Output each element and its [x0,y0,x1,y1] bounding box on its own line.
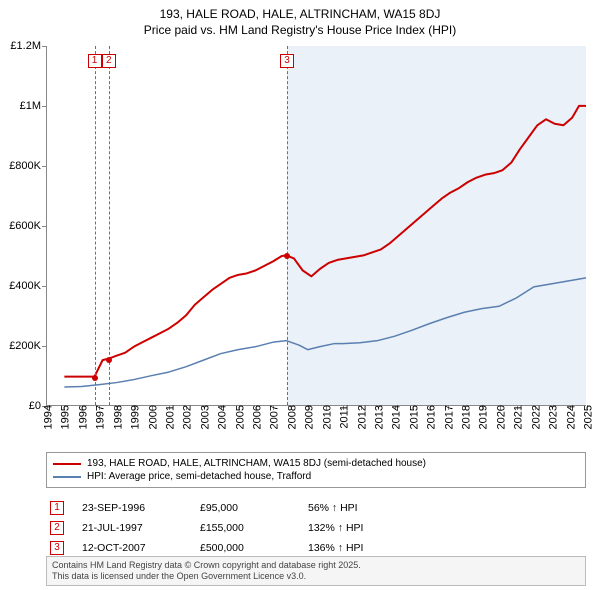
legend-swatch [53,463,81,465]
event-pct: 136% ↑ HPI [308,542,363,554]
event-marker-box: 3 [280,54,294,68]
x-tick-label: 2007 [266,405,281,429]
y-tick-mark [42,346,47,347]
legend-item-price-paid: 193, HALE ROAD, HALE, ALTRINCHAM, WA15 8… [53,457,579,470]
y-tick-mark [42,166,47,167]
event-vline [287,46,288,405]
events-table: 1 23-SEP-1996 £95,000 56% ↑ HPI 2 21-JUL… [46,498,586,558]
x-tick-label: 1996 [74,405,89,429]
legend-box: 193, HALE ROAD, HALE, ALTRINCHAM, WA15 8… [46,452,586,488]
x-tick-label: 2001 [161,405,176,429]
chart-container: 193, HALE ROAD, HALE, ALTRINCHAM, WA15 8… [0,0,600,590]
y-tick-label: £1.2M [10,40,41,52]
x-tick-label: 2003 [196,405,211,429]
x-tick-label: 2013 [370,405,385,429]
legend-item-hpi: HPI: Average price, semi-detached house,… [53,470,579,483]
x-tick-label: 2008 [283,405,298,429]
event-marker-icon: 2 [50,521,64,535]
x-tick-label: 2006 [249,405,264,429]
event-dot [92,375,98,381]
footnote-line: Contains HM Land Registry data © Crown c… [52,560,580,571]
x-tick-label: 2024 [562,405,577,429]
event-dot [106,357,112,363]
event-price: £155,000 [200,522,290,534]
event-vline [109,46,110,405]
x-tick-label: 2014 [388,405,403,429]
footnote-line: This data is licensed under the Open Gov… [52,571,580,582]
title-address: 193, HALE ROAD, HALE, ALTRINCHAM, WA15 8… [0,6,600,22]
event-date: 12-OCT-2007 [82,542,182,554]
event-marker-box: 1 [88,54,102,68]
event-dot [284,253,290,259]
event-vline [95,46,96,405]
y-tick-label: £400K [9,280,41,292]
series-line-hpi [64,278,586,387]
event-date: 21-JUL-1997 [82,522,182,534]
x-tick-label: 2017 [440,405,455,429]
x-tick-label: 2023 [545,405,560,429]
y-tick-mark [42,46,47,47]
x-tick-label: 2020 [492,405,507,429]
x-tick-label: 1999 [127,405,142,429]
x-tick-label: 2000 [144,405,159,429]
x-tick-label: 2019 [475,405,490,429]
series-line-price_paid [64,106,586,377]
y-tick-mark [42,106,47,107]
x-tick-label: 2002 [179,405,194,429]
legend-swatch [53,476,81,478]
event-marker-icon: 1 [50,501,64,515]
event-date: 23-SEP-1996 [82,502,182,514]
x-tick-label: 2009 [301,405,316,429]
event-marker-icon: 3 [50,541,64,555]
y-tick-mark [42,286,47,287]
y-tick-label: £1M [20,100,41,112]
x-tick-label: 2018 [458,405,473,429]
chart-svg [47,46,586,405]
legend-label: 193, HALE ROAD, HALE, ALTRINCHAM, WA15 8… [87,458,426,469]
event-row: 1 23-SEP-1996 £95,000 56% ↑ HPI [46,498,586,518]
x-tick-label: 1994 [40,405,55,429]
legend-label: HPI: Average price, semi-detached house,… [87,471,311,482]
x-tick-label: 2012 [353,405,368,429]
event-pct: 56% ↑ HPI [308,502,358,514]
footnote-box: Contains HM Land Registry data © Crown c… [46,556,586,587]
x-tick-label: 1998 [109,405,124,429]
event-price: £500,000 [200,542,290,554]
chart-title-block: 193, HALE ROAD, HALE, ALTRINCHAM, WA15 8… [0,0,600,40]
y-tick-label: £800K [9,160,41,172]
x-tick-label: 2011 [336,405,351,429]
y-tick-label: £600K [9,220,41,232]
title-subtitle: Price paid vs. HM Land Registry's House … [0,22,600,38]
x-tick-label: 1997 [92,405,107,429]
event-marker-box: 2 [102,54,116,68]
event-price: £95,000 [200,502,290,514]
x-tick-label: 2010 [318,405,333,429]
y-tick-label: £200K [9,340,41,352]
x-tick-label: 2004 [214,405,229,429]
event-row: 2 21-JUL-1997 £155,000 132% ↑ HPI [46,518,586,538]
y-tick-mark [42,226,47,227]
event-pct: 132% ↑ HPI [308,522,363,534]
x-tick-label: 2015 [405,405,420,429]
x-tick-label: 2016 [423,405,438,429]
x-tick-label: 1995 [57,405,72,429]
x-tick-label: 2021 [510,405,525,429]
plot-area: £0£200K£400K£600K£800K£1M£1.2M1994199519… [46,46,586,406]
x-tick-label: 2022 [527,405,542,429]
x-tick-label: 2025 [580,405,595,429]
x-tick-label: 2005 [231,405,246,429]
